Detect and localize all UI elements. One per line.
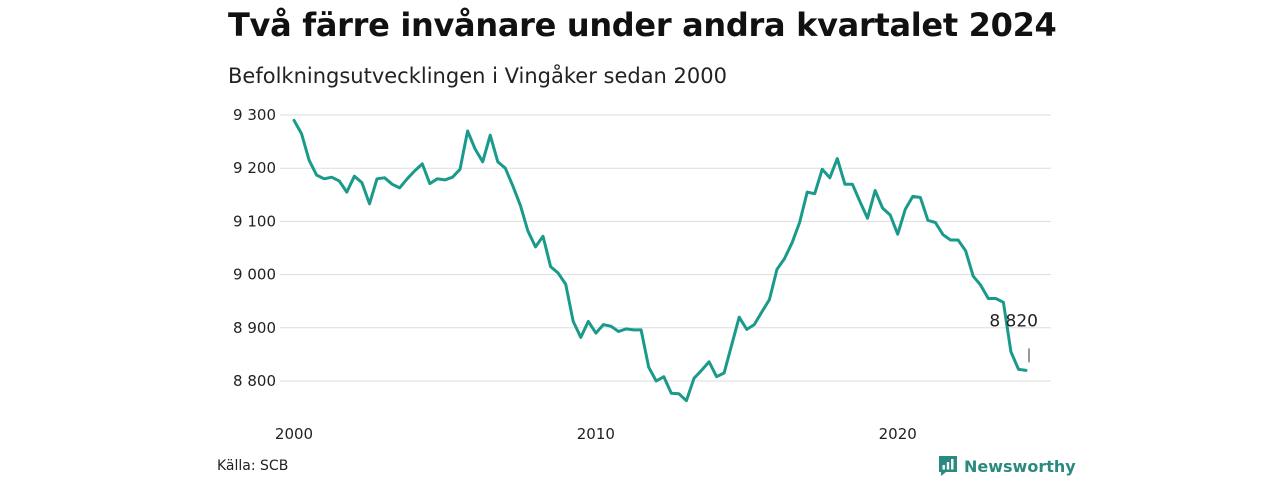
y-tick-label: 9 200 (233, 159, 276, 177)
y-tick-label: 9 000 (233, 266, 276, 284)
chart-subtitle: Befolkningsutvecklingen i Vingåker sedan… (228, 64, 727, 88)
brand-name: Newsworthy (964, 456, 1076, 476)
y-tick-label: 9 100 (233, 212, 276, 230)
x-tick-label: 2000 (275, 425, 313, 443)
x-tick-label: 2010 (577, 425, 615, 443)
newsworthy-logo-icon (939, 456, 957, 476)
annotation-label: 8 820 (989, 311, 1038, 331)
last-value-annotation: 8 820 (989, 311, 1038, 363)
y-axis-tick-labels: 8 800 8 900 9 000 9 100 9 200 9 300 (233, 106, 276, 390)
y-tick-label: 8 800 (233, 372, 276, 390)
brand-logo: Newsworthy (938, 455, 1076, 477)
y-tick-label: 8 900 (233, 319, 276, 337)
grid-lines (280, 114, 1051, 382)
population-series-line (292, 118, 1028, 403)
source-note: Källa: SCB (217, 458, 289, 474)
x-axis-tick-labels: 2000 2010 2020 (275, 425, 917, 443)
x-tick-label: 2020 (879, 425, 917, 443)
chart-title: Två färre invånare under andra kvartalet… (228, 6, 1057, 44)
y-tick-label: 9 300 (233, 106, 276, 124)
